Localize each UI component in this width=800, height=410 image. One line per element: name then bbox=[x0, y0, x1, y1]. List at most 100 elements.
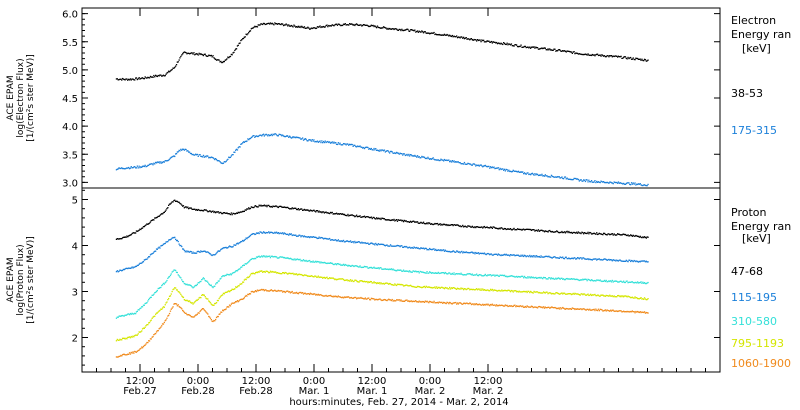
data-point bbox=[623, 281, 626, 284]
data-point bbox=[480, 164, 482, 166]
data-point bbox=[596, 258, 599, 260]
data-point bbox=[475, 165, 477, 167]
data-point bbox=[223, 293, 225, 295]
data-point bbox=[514, 44, 516, 46]
data-point bbox=[422, 32, 425, 34]
data-point bbox=[323, 237, 326, 240]
data-point bbox=[420, 271, 422, 273]
data-point bbox=[305, 293, 307, 295]
data-point bbox=[176, 305, 178, 307]
data-point bbox=[322, 295, 324, 297]
data-point bbox=[645, 60, 647, 62]
data-point bbox=[403, 219, 406, 222]
data-point bbox=[374, 299, 376, 301]
data-point bbox=[593, 54, 595, 56]
data-point bbox=[546, 49, 548, 51]
data-point bbox=[640, 281, 642, 283]
data-point bbox=[445, 302, 447, 305]
data-point bbox=[353, 280, 355, 283]
data-point bbox=[240, 266, 242, 268]
data-point bbox=[422, 286, 425, 288]
data-point bbox=[633, 311, 635, 313]
data-point bbox=[295, 208, 298, 211]
data-point bbox=[618, 310, 620, 312]
data-point bbox=[214, 302, 216, 305]
data-point bbox=[172, 236, 174, 239]
data-point bbox=[329, 262, 332, 264]
data-point bbox=[235, 48, 237, 50]
data-point bbox=[492, 226, 494, 228]
data-point bbox=[190, 285, 192, 287]
data-point bbox=[324, 262, 326, 264]
data-point bbox=[314, 275, 316, 277]
data-point bbox=[611, 295, 613, 297]
data-point bbox=[386, 299, 388, 302]
data-point bbox=[382, 26, 385, 28]
data-point bbox=[310, 209, 312, 212]
data-point bbox=[476, 226, 478, 228]
data-point bbox=[129, 312, 132, 315]
data-point bbox=[232, 302, 234, 304]
data-point bbox=[137, 264, 139, 266]
data-point bbox=[544, 255, 546, 258]
data-point bbox=[589, 308, 591, 310]
data-point bbox=[483, 289, 485, 291]
data-point bbox=[259, 289, 261, 291]
data-point bbox=[619, 56, 621, 58]
data-point bbox=[143, 78, 145, 80]
data-point bbox=[372, 243, 374, 245]
data-point bbox=[617, 310, 619, 313]
data-point bbox=[518, 171, 520, 173]
data-point bbox=[484, 164, 486, 167]
data-point bbox=[550, 230, 552, 233]
data-point bbox=[551, 49, 553, 51]
data-point bbox=[467, 273, 469, 275]
data-point bbox=[585, 232, 587, 235]
data-point bbox=[409, 154, 412, 156]
data-point bbox=[402, 269, 405, 271]
data-point bbox=[183, 282, 185, 285]
data-point bbox=[501, 254, 503, 256]
data-point bbox=[242, 298, 245, 300]
data-point bbox=[537, 174, 540, 177]
data-point bbox=[391, 298, 393, 301]
data-point bbox=[116, 316, 118, 318]
data-point bbox=[576, 52, 579, 55]
data-point bbox=[630, 311, 633, 313]
data-point bbox=[633, 183, 635, 185]
data-point bbox=[142, 226, 145, 228]
data-point bbox=[121, 167, 123, 169]
data-point bbox=[145, 77, 147, 79]
data-point bbox=[294, 234, 296, 236]
data-point bbox=[189, 250, 192, 253]
data-point bbox=[382, 217, 384, 219]
data-point bbox=[640, 184, 642, 186]
data-point bbox=[300, 138, 302, 140]
data-point bbox=[371, 149, 373, 151]
data-point bbox=[570, 232, 572, 234]
data-point bbox=[491, 303, 493, 305]
data-point bbox=[494, 41, 496, 43]
data-point bbox=[634, 59, 636, 61]
data-point bbox=[155, 217, 158, 219]
data-point bbox=[148, 164, 150, 166]
data-point bbox=[565, 256, 567, 258]
data-point bbox=[195, 208, 198, 211]
data-point bbox=[572, 258, 574, 260]
data-point bbox=[295, 235, 298, 237]
data-point bbox=[535, 306, 537, 308]
data-point bbox=[402, 29, 404, 32]
data-point bbox=[497, 167, 500, 169]
data-point bbox=[406, 284, 408, 286]
data-point bbox=[249, 30, 252, 32]
data-point bbox=[137, 333, 139, 335]
data-point bbox=[611, 260, 613, 262]
data-point bbox=[474, 289, 476, 291]
data-point bbox=[594, 233, 596, 235]
data-point bbox=[144, 344, 146, 346]
data-point bbox=[623, 311, 626, 313]
data-point bbox=[260, 289, 262, 291]
data-point bbox=[596, 279, 599, 281]
data-point bbox=[424, 157, 426, 160]
data-point bbox=[216, 315, 219, 318]
